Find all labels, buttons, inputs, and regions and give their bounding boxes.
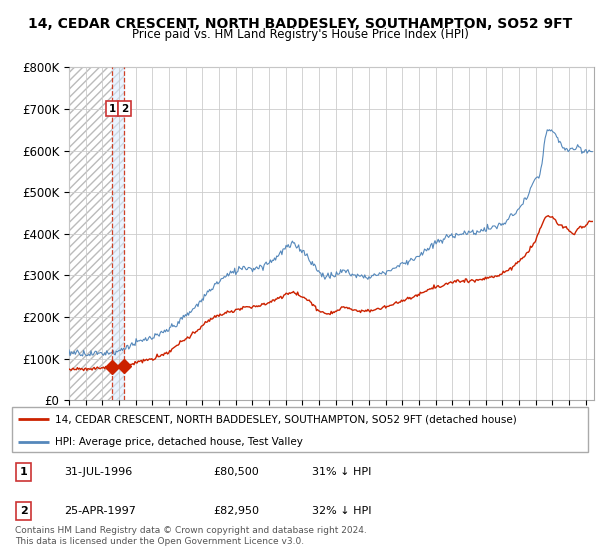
Text: 14, CEDAR CRESCENT, NORTH BADDESLEY, SOUTHAMPTON, SO52 9FT: 14, CEDAR CRESCENT, NORTH BADDESLEY, SOU… (28, 17, 572, 31)
Text: 1: 1 (109, 104, 116, 114)
Text: £80,500: £80,500 (214, 468, 259, 477)
Text: £82,950: £82,950 (214, 506, 260, 516)
Text: Price paid vs. HM Land Registry's House Price Index (HPI): Price paid vs. HM Land Registry's House … (131, 28, 469, 41)
Bar (69, 67, 124, 400)
Bar (112, 67, 124, 400)
Bar (69, 67, 124, 400)
Text: 14, CEDAR CRESCENT, NORTH BADDESLEY, SOUTHAMPTON, SO52 9FT (detached house): 14, CEDAR CRESCENT, NORTH BADDESLEY, SOU… (55, 414, 517, 424)
Text: 25-APR-1997: 25-APR-1997 (64, 506, 136, 516)
Text: 31-JUL-1996: 31-JUL-1996 (64, 468, 132, 477)
Text: 31% ↓ HPI: 31% ↓ HPI (311, 468, 371, 477)
Text: 1: 1 (20, 468, 28, 477)
Text: HPI: Average price, detached house, Test Valley: HPI: Average price, detached house, Test… (55, 437, 303, 447)
Text: 2: 2 (20, 506, 28, 516)
Text: Contains HM Land Registry data © Crown copyright and database right 2024.
This d: Contains HM Land Registry data © Crown c… (15, 526, 367, 546)
Text: 32% ↓ HPI: 32% ↓ HPI (311, 506, 371, 516)
Text: 2: 2 (121, 104, 128, 114)
